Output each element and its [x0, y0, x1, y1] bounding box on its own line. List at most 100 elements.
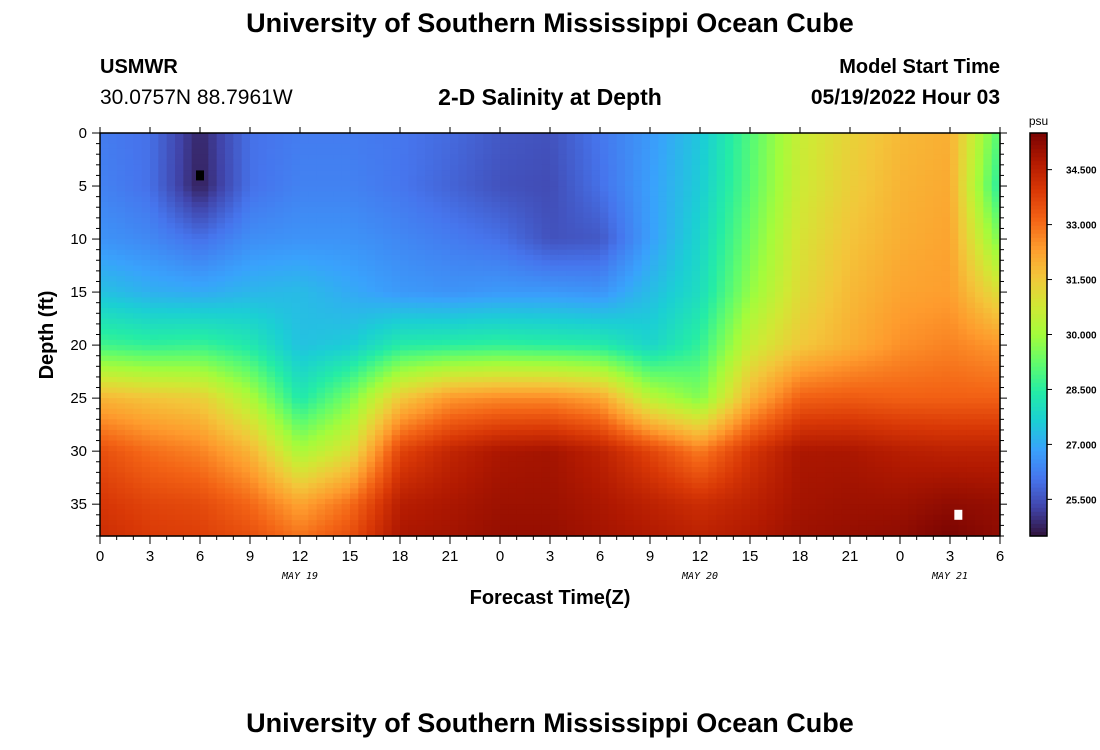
heatmap-cell — [900, 175, 909, 182]
heatmap-cell — [491, 254, 501, 261]
heatmap-cell — [616, 276, 626, 283]
heatmap-cell — [750, 138, 759, 145]
heatmap-cell — [100, 217, 109, 224]
heatmap-cell — [925, 239, 934, 245]
heatmap-cell — [783, 249, 793, 256]
heatmap-cell — [158, 292, 168, 298]
heatmap-cell — [908, 244, 918, 251]
heatmap-cell — [608, 281, 618, 288]
page-title: University of Southern Mississippi Ocean… — [246, 8, 854, 38]
heatmap-cell — [458, 307, 468, 314]
heatmap-cell — [158, 265, 168, 272]
heatmap-cell — [325, 355, 334, 362]
heatmap-cell — [750, 175, 759, 182]
heatmap-cell — [491, 138, 501, 145]
heatmap-cell — [916, 361, 926, 367]
heatmap-cell — [400, 170, 409, 177]
heatmap-cell — [141, 164, 151, 171]
heatmap-cell — [308, 281, 318, 288]
heatmap-cell — [350, 244, 359, 251]
heatmap-cell — [941, 175, 951, 182]
heatmap-cell — [750, 302, 759, 309]
heatmap-cell — [916, 186, 926, 192]
heatmap-cell — [416, 244, 426, 251]
heatmap-cell — [200, 361, 209, 367]
heatmap-cell — [850, 334, 859, 341]
heatmap-cell — [983, 159, 993, 166]
heatmap-cell — [433, 254, 443, 261]
heatmap-cell — [591, 350, 601, 357]
heatmap-cell — [700, 170, 709, 177]
heatmap-cell — [275, 233, 284, 240]
heatmap-cell — [191, 196, 201, 203]
heatmap-cell — [100, 350, 109, 357]
heatmap-cell — [133, 366, 143, 373]
heatmap-cell — [233, 318, 243, 325]
heatmap-cell — [391, 292, 401, 298]
heatmap-cell — [558, 318, 568, 325]
heatmap-cell — [366, 329, 376, 336]
heatmap-cell — [441, 366, 451, 373]
heatmap-cell — [733, 143, 743, 150]
heatmap-cell — [175, 339, 184, 346]
heatmap-cell — [275, 366, 284, 373]
heatmap-cell — [783, 133, 793, 139]
heatmap-cell — [450, 276, 459, 283]
heatmap-cell — [750, 297, 759, 304]
heatmap-cell — [758, 334, 768, 341]
heatmap-cell — [833, 217, 843, 224]
heatmap-cell — [408, 133, 418, 139]
heatmap-cell — [225, 350, 234, 357]
heatmap-cell — [116, 223, 126, 230]
heatmap-cell — [916, 239, 926, 245]
heatmap-cell — [691, 201, 701, 208]
heatmap-cell — [691, 239, 701, 245]
heatmap-cell — [533, 233, 543, 240]
heatmap-cell — [425, 239, 434, 245]
heatmap-cell — [675, 228, 684, 235]
heatmap-cell — [833, 361, 843, 367]
heatmap-cell — [858, 217, 868, 224]
heatmap-cell — [616, 244, 626, 251]
heatmap-cell — [733, 286, 743, 293]
heatmap-cell — [583, 244, 593, 251]
heatmap-cell — [641, 196, 651, 203]
heatmap-cell — [116, 302, 126, 309]
heatmap-cell — [733, 239, 743, 245]
heatmap-cell — [216, 138, 226, 145]
heatmap-cell — [500, 286, 509, 293]
heatmap-cell — [825, 260, 834, 267]
heatmap-cell — [358, 350, 368, 357]
heatmap-cell — [875, 260, 884, 267]
heatmap-cell — [958, 138, 968, 145]
heatmap-cell — [900, 143, 909, 150]
heatmap-cell — [191, 376, 201, 383]
heatmap-cell — [450, 212, 459, 219]
heatmap-cell — [100, 223, 109, 230]
heatmap-cell — [275, 307, 284, 314]
heatmap-cell — [933, 154, 943, 161]
heatmap-cell — [425, 186, 434, 192]
heatmap-cell — [716, 339, 726, 346]
heatmap-cell — [658, 143, 668, 150]
heatmap-cell — [466, 345, 476, 352]
heatmap-cell — [275, 276, 284, 283]
heatmap-cell — [250, 297, 259, 304]
heatmap-cell — [483, 138, 493, 145]
heatmap-cell — [183, 175, 193, 182]
heatmap-cell — [716, 249, 726, 256]
heatmap-cell — [341, 191, 351, 198]
heatmap-cell — [850, 292, 859, 298]
heatmap-cell — [675, 254, 684, 261]
heatmap-cell — [366, 154, 376, 161]
heatmap-cell — [150, 175, 159, 182]
heatmap-cell — [441, 170, 451, 177]
heatmap-cell — [775, 159, 784, 166]
heatmap-cell — [691, 270, 701, 277]
heatmap-cell — [308, 133, 318, 139]
heatmap-cell — [550, 318, 559, 325]
heatmap-cell — [358, 217, 368, 224]
heatmap-cell — [966, 217, 976, 224]
heatmap-cell — [883, 281, 893, 288]
heatmap-cell — [908, 355, 918, 362]
